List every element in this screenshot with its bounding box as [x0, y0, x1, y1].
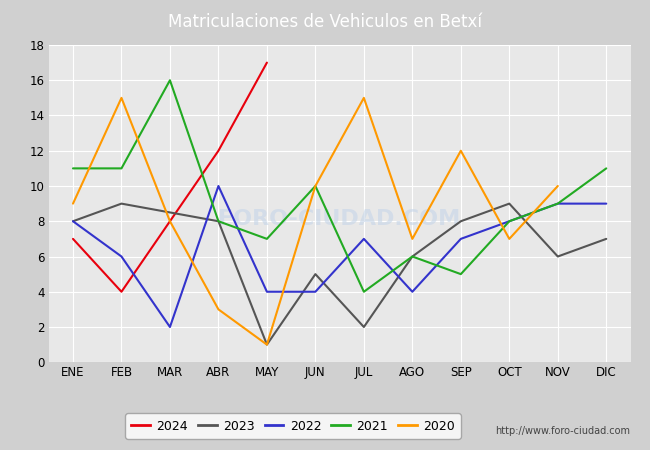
Text: Matriculaciones de Vehiculos en Betxí: Matriculaciones de Vehiculos en Betxí [168, 13, 482, 31]
Legend: 2024, 2023, 2022, 2021, 2020: 2024, 2023, 2022, 2021, 2020 [125, 414, 461, 439]
Text: http://www.foro-ciudad.com: http://www.foro-ciudad.com [495, 427, 630, 436]
Text: FORO-CIUDAD.COM: FORO-CIUDAD.COM [218, 210, 461, 230]
